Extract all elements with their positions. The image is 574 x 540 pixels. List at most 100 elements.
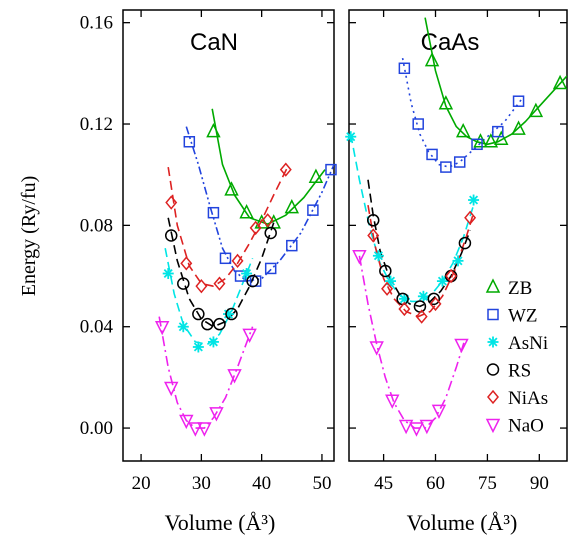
data-point-zb [206, 122, 221, 138]
fit-curve-nao [158, 316, 254, 429]
data-point-zb [284, 198, 300, 214]
data-point-nias [381, 281, 394, 296]
data-point-nias [231, 253, 244, 269]
x-tick-label: 30 [192, 473, 211, 494]
data-point-nao [154, 320, 170, 336]
caas-y-axis [349, 22, 567, 429]
data-point-nias [195, 279, 208, 294]
legend-marker-wz [487, 308, 499, 321]
y-tick-label: 0.04 [80, 317, 114, 338]
caas-panel: CaAs 45 60 75 90 Volume (Å³) [345, 9, 568, 535]
data-point-nao [227, 369, 242, 384]
data-point-rs [379, 264, 392, 278]
data-point-nao [352, 250, 367, 265]
data-point-wz [492, 125, 504, 138]
data-point-wz [453, 156, 466, 168]
data-point-rs [246, 274, 259, 288]
x-tick-label: 90 [530, 473, 549, 494]
data-point-wz [183, 136, 196, 148]
data-point-asni [452, 255, 464, 267]
y-tick-label: 0.12 [80, 114, 113, 135]
data-point-zb [455, 122, 471, 138]
data-point-nias [213, 276, 226, 291]
data-point-nao [454, 338, 469, 354]
data-point-wz [512, 95, 525, 107]
legend-label-wz: WZ [508, 306, 538, 327]
data-point-zb [473, 133, 488, 148]
legend-label-nao: NaO [508, 416, 544, 437]
caas-x-axis-label: Volume (Å³) [407, 510, 518, 535]
data-point-zb [239, 204, 254, 219]
data-point-nao [164, 381, 179, 397]
x-tick-label: 45 [374, 473, 393, 494]
can-plot-frame [122, 9, 335, 462]
data-point-wz [264, 262, 277, 275]
data-point-asni [241, 268, 253, 280]
data-point-nias [464, 210, 477, 225]
data-point-wz [471, 138, 483, 151]
data-point-zb [424, 51, 440, 67]
fit-curve-nao [358, 255, 466, 429]
legend-label-asni: AsNi [508, 333, 548, 354]
data-point-rs [366, 214, 380, 227]
data-point-zb [511, 120, 526, 135]
data-point-asni [372, 250, 384, 262]
data-point-zb [494, 130, 509, 145]
fit-curve-asni [164, 248, 254, 346]
y-tick-label: 0.00 [80, 418, 113, 439]
data-point-nias [445, 268, 458, 284]
data-point-rs [264, 226, 277, 240]
data-point-wz [234, 270, 247, 282]
data-point-nao [209, 407, 224, 422]
data-point-nias [261, 213, 274, 228]
x-tick-label: 50 [312, 473, 331, 494]
can-panel: CaN 0.00 0.04 0.08 0.12 0.16 20 30 40 50 Volume… [80, 9, 337, 535]
x-tick-label: 75 [478, 473, 497, 494]
legend-marker-zb [485, 278, 501, 293]
data-point-nao [398, 419, 414, 435]
data-point-nias [165, 195, 178, 210]
x-tick-label: 20 [132, 473, 151, 494]
fit-curve-rs [167, 217, 275, 328]
fit-curve-wz [401, 57, 523, 168]
can-y-axis: 0.00 0.04 0.08 0.12 0.16 [80, 13, 334, 439]
data-point-nao [242, 328, 257, 343]
data-point-zb [552, 74, 568, 90]
data-point-asni [192, 341, 204, 353]
legend-label-zb: ZB [508, 278, 532, 299]
data-point-rs [458, 236, 472, 250]
data-point-asni [207, 336, 219, 348]
data-point-wz [398, 62, 411, 75]
data-point-asni [436, 275, 448, 287]
y-axis-label: Energy (Ry/fu) [18, 176, 40, 296]
data-point-rs [213, 317, 226, 331]
can-data-markers [154, 122, 337, 437]
data-point-nias [415, 309, 428, 324]
legend-marker-rs [486, 363, 500, 376]
data-point-asni [162, 268, 174, 280]
legend-marker-asni [487, 336, 499, 348]
data-point-nias [429, 296, 442, 312]
data-point-rs [164, 229, 178, 242]
data-point-wz [207, 206, 220, 219]
data-point-nao [369, 341, 384, 356]
data-point-rs [177, 277, 190, 290]
fit-curve-wz [185, 126, 334, 282]
data-point-zb [308, 168, 324, 183]
data-point-wz [219, 252, 232, 265]
data-point-wz [412, 118, 424, 130]
data-point-zb [528, 102, 544, 118]
x-tick-label: 40 [252, 473, 271, 494]
data-point-asni [385, 275, 397, 287]
data-point-nao [419, 419, 435, 435]
data-point-zb [438, 95, 454, 110]
data-point-nias [367, 228, 380, 243]
data-point-nao [188, 422, 203, 437]
can-x-axis: 20 30 40 50 [132, 10, 331, 494]
data-point-nao [197, 422, 212, 437]
data-point-nias [249, 220, 262, 236]
y-tick-label: 0.16 [80, 13, 113, 34]
legend-marker-nao [485, 418, 501, 434]
data-point-zb [483, 133, 499, 148]
